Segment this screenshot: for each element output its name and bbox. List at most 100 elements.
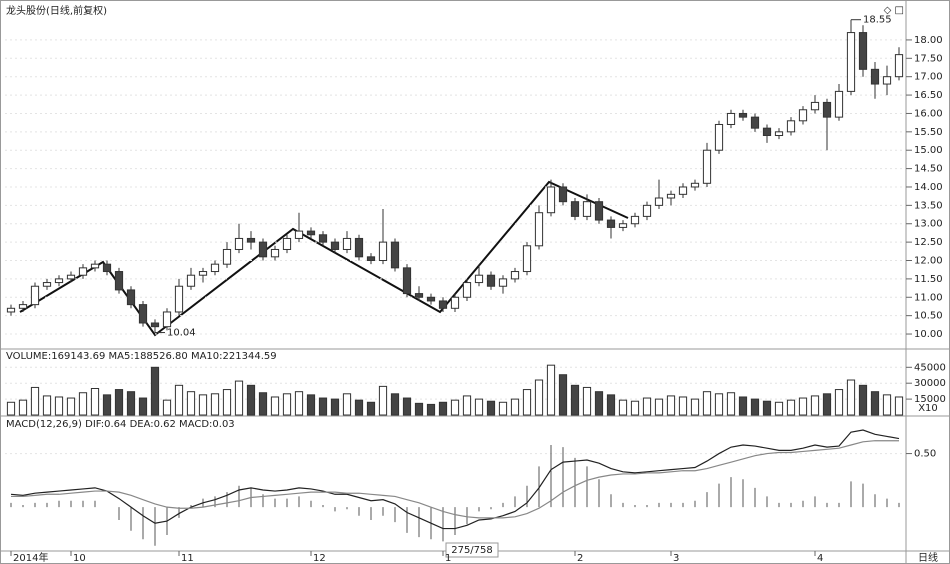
annotation-label: 18.55 bbox=[863, 15, 892, 26]
candle-body bbox=[606, 219, 616, 228]
candle-body bbox=[234, 237, 244, 250]
candle-body bbox=[318, 234, 328, 243]
volume-bar bbox=[378, 385, 388, 416]
volume-bar bbox=[138, 397, 148, 416]
candle-body bbox=[522, 245, 532, 273]
candle-body bbox=[702, 149, 712, 184]
x-tick-label: 2014年 bbox=[13, 551, 48, 564]
volume-bar bbox=[234, 380, 244, 416]
y-tick-label: 14.00 bbox=[914, 182, 943, 193]
volume-bar bbox=[162, 399, 172, 416]
volume-bar bbox=[894, 396, 904, 416]
candle-body bbox=[858, 32, 868, 70]
volume-bar bbox=[522, 389, 532, 416]
x-tick-label: 2 bbox=[577, 553, 583, 564]
candle-body bbox=[582, 201, 592, 217]
x-tick-label: 3 bbox=[673, 553, 679, 564]
y-tick-label: 15.00 bbox=[914, 145, 943, 156]
candle-body bbox=[282, 237, 292, 250]
candle-body bbox=[402, 267, 412, 295]
volume-bar bbox=[558, 374, 568, 416]
volume-bar bbox=[810, 395, 820, 416]
y-tick-label: 14.50 bbox=[914, 164, 943, 175]
annotation-label: 10.04 bbox=[167, 328, 196, 339]
volume-bar bbox=[294, 391, 304, 416]
volume-bar bbox=[318, 397, 328, 416]
candle-body bbox=[690, 182, 700, 188]
volume-bar bbox=[210, 393, 220, 416]
candle-body bbox=[294, 230, 304, 239]
volume-bar bbox=[30, 386, 40, 416]
volume-bar bbox=[534, 379, 544, 416]
dif-line bbox=[10, 429, 900, 530]
y-tick-label: 16.50 bbox=[914, 90, 943, 101]
volume-bar bbox=[498, 401, 508, 416]
volume-bar bbox=[366, 401, 376, 416]
window-icons[interactable]: ◇ □ bbox=[884, 5, 904, 16]
volume-bar bbox=[666, 395, 676, 416]
volume-bar bbox=[438, 401, 448, 416]
volume-bar bbox=[462, 395, 472, 416]
candle-body bbox=[774, 131, 784, 137]
x-tick-label: 10 bbox=[73, 553, 86, 564]
y-tick-label: 10.00 bbox=[914, 329, 943, 340]
volume-bar bbox=[726, 392, 736, 416]
volume-bar bbox=[594, 391, 604, 416]
candle-body bbox=[330, 241, 340, 250]
volume-bar bbox=[18, 399, 28, 416]
volume-bar bbox=[738, 396, 748, 416]
macd-legend: MACD(12,26,9) DIF:0.64 DEA:0.62 MACD:0.0… bbox=[6, 419, 235, 430]
volume-bar bbox=[198, 394, 208, 416]
candle-body bbox=[450, 296, 460, 309]
candle-body bbox=[114, 271, 124, 291]
volume-bar bbox=[306, 394, 316, 416]
candle-body bbox=[138, 304, 148, 324]
candle-body bbox=[510, 271, 520, 280]
candle-body bbox=[258, 241, 268, 258]
candle-body bbox=[678, 186, 688, 195]
y-tick-label: 13.50 bbox=[914, 200, 943, 211]
volume-bar bbox=[582, 386, 592, 416]
volume-bar bbox=[402, 397, 412, 416]
candle-body bbox=[102, 263, 112, 273]
volume-bar bbox=[114, 389, 124, 416]
volume-legend: VOLUME:169143.69 MA5:188526.80 MA10:2213… bbox=[6, 351, 277, 362]
candle-body bbox=[270, 248, 280, 258]
y-tick-label: 12.50 bbox=[914, 237, 943, 248]
volume-bar bbox=[678, 396, 688, 416]
candle-body bbox=[786, 120, 796, 133]
candle-body bbox=[846, 32, 856, 92]
volume-bar bbox=[42, 395, 52, 416]
candle-body bbox=[438, 300, 448, 309]
volume-bar bbox=[6, 401, 16, 416]
volume-bar bbox=[750, 398, 760, 416]
candle-body bbox=[882, 76, 892, 85]
candle-body bbox=[354, 237, 364, 258]
candle-body bbox=[42, 282, 52, 287]
candle-body bbox=[546, 186, 556, 214]
y-tick-label: 0.50 bbox=[914, 449, 936, 460]
candle-body bbox=[498, 278, 508, 287]
volume-bar bbox=[354, 399, 364, 416]
candle-body bbox=[210, 263, 220, 273]
volume-bar bbox=[258, 392, 268, 416]
volume-bar bbox=[126, 391, 136, 416]
y-tick-label: 45000 bbox=[914, 362, 946, 373]
candle-body bbox=[198, 271, 208, 276]
y-tick-label: 12.00 bbox=[914, 256, 943, 267]
volume-bar bbox=[342, 393, 352, 416]
volume-bar bbox=[450, 399, 460, 416]
volume-bar bbox=[822, 393, 832, 416]
volume-bar bbox=[618, 399, 628, 416]
volume-bar bbox=[102, 394, 112, 416]
volume-bar bbox=[606, 394, 616, 416]
volume-bar bbox=[426, 403, 436, 416]
volume-bar bbox=[390, 393, 400, 416]
candle-body bbox=[306, 230, 316, 236]
candle-body bbox=[18, 304, 28, 309]
volume-bar bbox=[774, 401, 784, 416]
candle-body bbox=[630, 215, 640, 225]
volume-bar bbox=[270, 396, 280, 416]
y-tick-label: 11.50 bbox=[914, 274, 943, 285]
